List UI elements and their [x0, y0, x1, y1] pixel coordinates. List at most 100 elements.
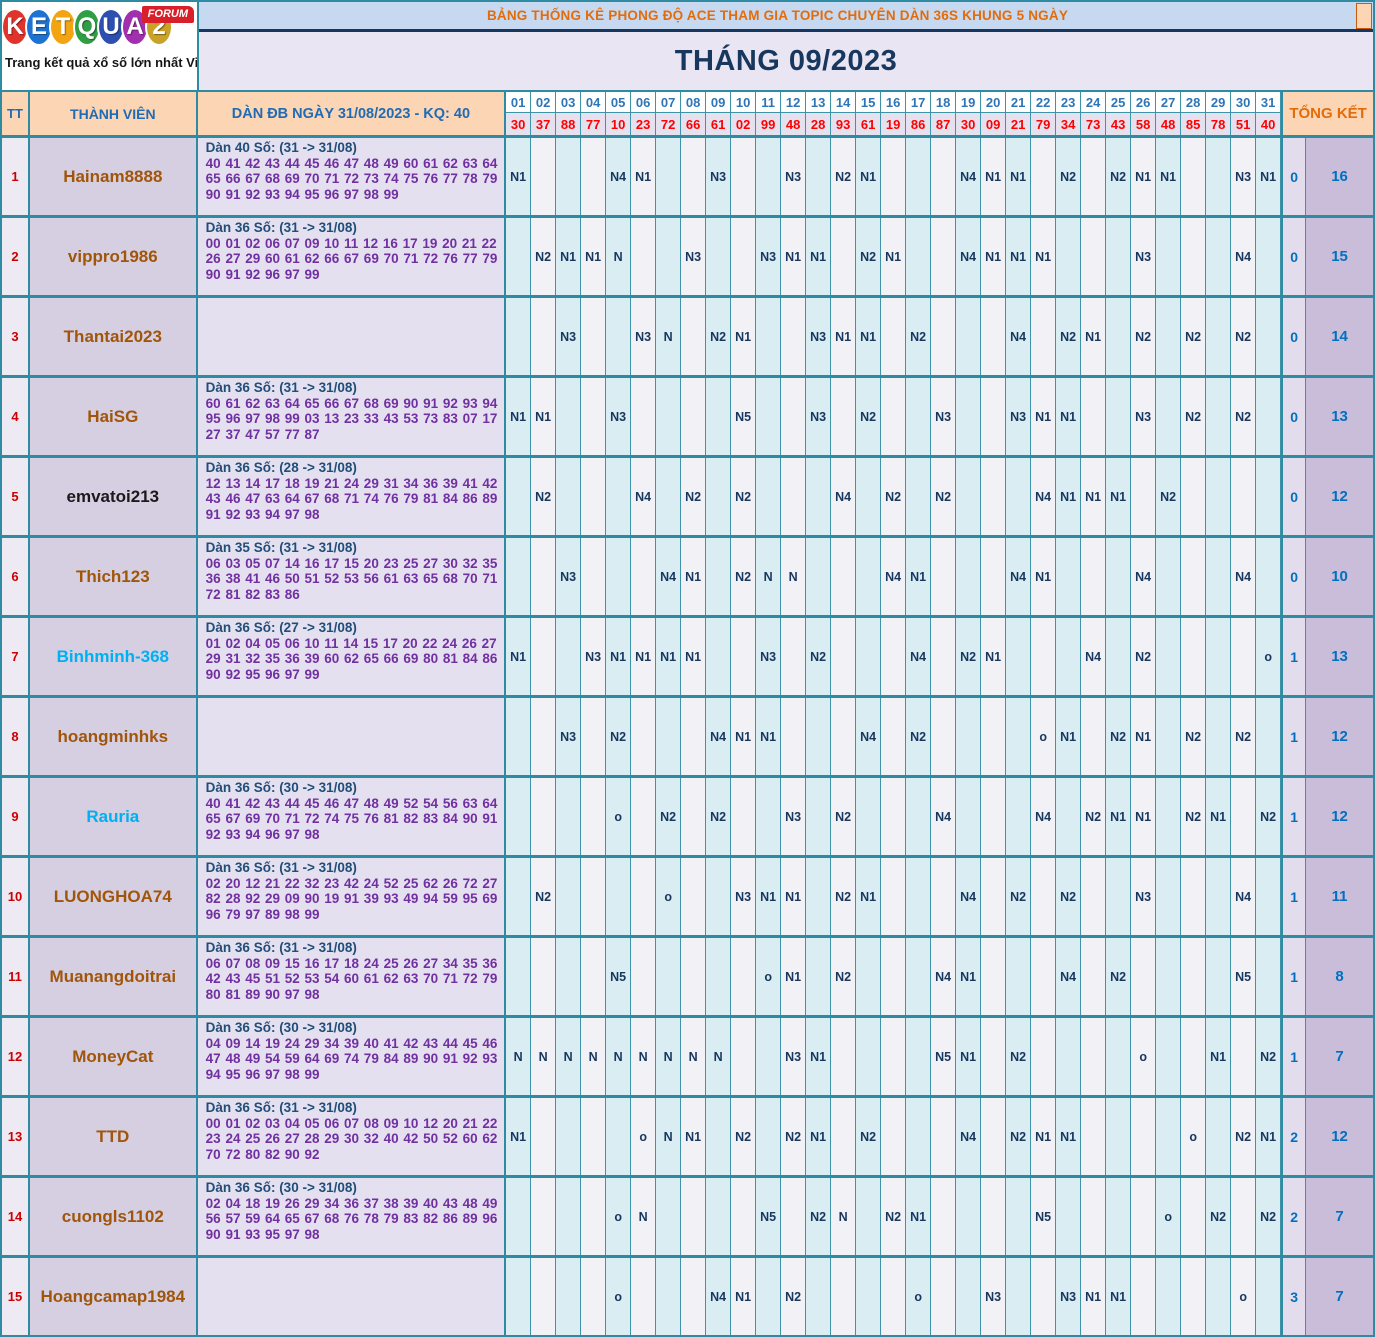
day-cell	[756, 1258, 782, 1335]
day-cell	[1156, 778, 1182, 855]
result-cell: 34	[1056, 113, 1082, 135]
table-row: 4 HaiSG Dàn 36 Số: (31 -> 31/08) 60 61 62 6…	[2, 375, 1373, 455]
table-body: 1 Hainam8888 Dàn 40 Số: (31 -> 31/08) 40 41…	[2, 135, 1373, 1335]
day-cell	[1106, 858, 1132, 935]
day-cell	[781, 298, 807, 375]
day-cell: N3	[1006, 378, 1032, 455]
day-cell	[531, 1178, 557, 1255]
day-cell	[956, 778, 982, 855]
day-cell	[1056, 1178, 1082, 1255]
day-cell	[931, 698, 957, 775]
day-cell	[906, 938, 932, 1015]
day-cell	[1256, 858, 1282, 935]
total-n-cell: 7	[1306, 1258, 1373, 1335]
header-dan: DÀN ĐB NGÀY 31/08/2023 - KQ: 40	[197, 92, 507, 135]
dan-cell: Dàn 36 Số: (31 -> 31/08) 60 61 62 63 64 6…	[197, 378, 507, 455]
day-cell	[1256, 698, 1282, 775]
result-cell: 73	[1081, 113, 1107, 135]
day-cell	[1131, 1178, 1157, 1255]
day-cell	[1006, 458, 1032, 535]
day-cell: N2	[831, 858, 857, 935]
day-cell	[1031, 138, 1057, 215]
table-row: 13 TTD Dàn 36 Số: (31 -> 31/08) 00 01 02 03…	[2, 1095, 1373, 1175]
day-cell	[1131, 458, 1157, 535]
day-header: 19	[956, 92, 982, 114]
dan-title: Dàn 35 Số: (31 -> 31/08)	[205, 540, 357, 555]
day-cell	[981, 298, 1007, 375]
day-cell	[1106, 1178, 1132, 1255]
day-cell	[881, 1018, 907, 1095]
day-cell: N1	[681, 618, 707, 695]
day-header: 26	[1131, 92, 1157, 114]
dan-title: Dàn 36 Số: (31 -> 31/08)	[205, 1100, 357, 1115]
day-cell: N1	[631, 138, 657, 215]
day-cell	[906, 1098, 932, 1175]
total-o-cell: 1	[1281, 698, 1307, 775]
day-cell	[556, 1178, 582, 1255]
banner-area: BẢNG THỐNG KÊ PHONG ĐỘ ACE THAM GIA TOPI…	[199, 2, 1373, 90]
day-cell	[506, 938, 532, 1015]
day-cell	[856, 1018, 882, 1095]
total-n-cell: 12	[1306, 698, 1373, 775]
day-cell	[1181, 138, 1207, 215]
day-cell	[581, 1258, 607, 1335]
day-cell	[1231, 618, 1257, 695]
result-cell: 86	[906, 113, 932, 135]
day-cell: N4	[706, 1258, 732, 1335]
day-cell	[1181, 618, 1207, 695]
dan-cell: Dàn 36 Số: (30 -> 31/08) 40 41 42 43 44 4…	[197, 778, 507, 855]
day-cell	[656, 458, 682, 535]
member-name: Muanangdoitrai	[29, 938, 198, 1015]
dan-title: Dàn 40 Số: (31 -> 31/08)	[205, 140, 357, 155]
day-cell	[1231, 778, 1257, 855]
day-cell: N4	[856, 698, 882, 775]
day-cell	[631, 378, 657, 455]
day-cell: N	[581, 1018, 607, 1095]
result-cell: 10	[606, 113, 632, 135]
total-n-cell: 13	[1306, 618, 1373, 695]
day-cell	[656, 1258, 682, 1335]
day-cell: N1	[1131, 778, 1157, 855]
total-n-cell: 7	[1306, 1178, 1373, 1255]
day-cell	[956, 458, 982, 535]
day-cell	[806, 778, 832, 855]
day-cell: N1	[731, 698, 757, 775]
day-cell	[506, 1178, 532, 1255]
day-cell	[831, 538, 857, 615]
day-cell	[1006, 778, 1032, 855]
result-cell: 99	[756, 113, 782, 135]
dan-cell: Dàn 36 Số: (30 -> 31/08) 04 09 14 19 24 2…	[197, 1018, 507, 1095]
day-cell: o	[606, 1178, 632, 1255]
total-o-cell: 1	[1281, 618, 1307, 695]
table-row: 12 MoneyCat Dàn 36 Số: (30 -> 31/08) 04 09 …	[2, 1015, 1373, 1095]
day-cell	[1256, 378, 1282, 455]
day-cell: N4	[1031, 778, 1057, 855]
day-cell	[756, 1018, 782, 1095]
day-cell	[1256, 1258, 1282, 1335]
day-cell: N1	[981, 138, 1007, 215]
result-cell: 30	[506, 113, 532, 135]
member-name: Hoangcamap1984	[29, 1258, 198, 1335]
day-cell	[1156, 538, 1182, 615]
day-cell	[606, 858, 632, 935]
day-cell	[806, 538, 832, 615]
day-cell: N2	[531, 218, 557, 295]
dan-title: Dàn 36 Số: (31 -> 31/08)	[205, 940, 357, 955]
day-cell: N1	[506, 378, 532, 455]
day-cell: N1	[731, 298, 757, 375]
dan-numbers: 06 07 08 09 15 16 17 18 24 25 26 27 34 3…	[205, 955, 498, 1002]
day-cell: N	[831, 1178, 857, 1255]
member-name: MoneyCat	[29, 1018, 198, 1095]
day-cell: N3	[1056, 1258, 1082, 1335]
header-member: THÀNH VIÊN	[29, 92, 198, 135]
total-n-cell: 11	[1306, 858, 1373, 935]
day-cell: N4	[1231, 538, 1257, 615]
day-cell: N1	[906, 538, 932, 615]
day-cell	[1156, 1098, 1182, 1175]
day-header: 23	[1056, 92, 1082, 114]
row-number: 15	[2, 1258, 30, 1335]
day-cell	[1206, 698, 1232, 775]
day-cell	[1231, 1178, 1257, 1255]
day-cell: N1	[831, 298, 857, 375]
